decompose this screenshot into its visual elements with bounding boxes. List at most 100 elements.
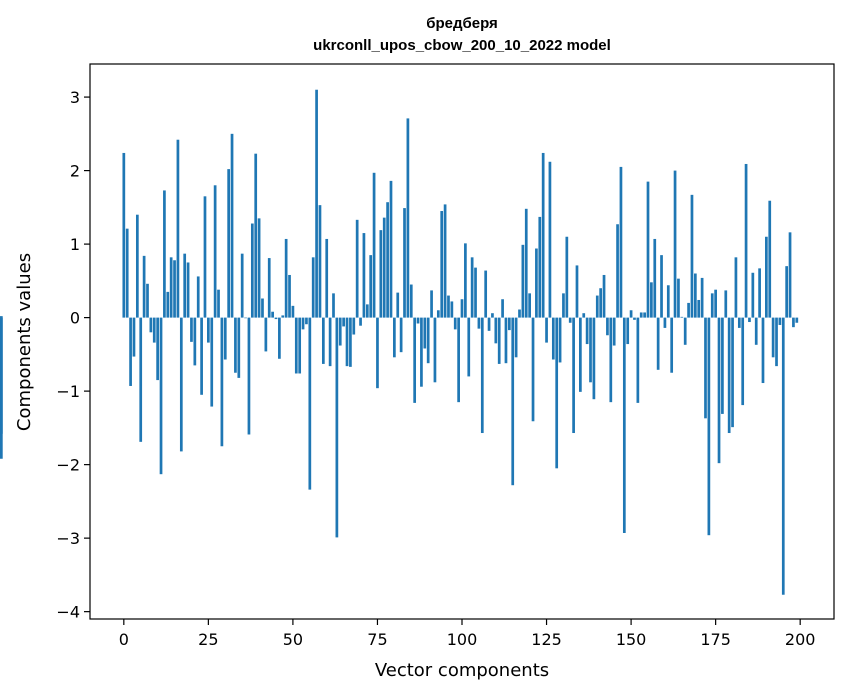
bar <box>440 211 444 318</box>
bar <box>122 152 126 318</box>
bar <box>575 265 579 318</box>
bar <box>531 317 535 422</box>
bar <box>159 317 163 475</box>
bar <box>146 283 149 318</box>
bar <box>372 172 376 318</box>
bar <box>538 216 542 318</box>
bar <box>639 312 643 318</box>
bar <box>521 244 525 318</box>
bar <box>741 317 745 406</box>
y-tick-label: −1 <box>56 382 80 401</box>
bar <box>589 317 592 383</box>
bar <box>765 236 768 318</box>
bar <box>352 317 356 335</box>
x-tick-label: 100 <box>447 630 478 649</box>
bar <box>673 170 677 318</box>
bar <box>142 255 146 318</box>
y-tick-label: 1 <box>70 235 80 254</box>
bar <box>602 274 606 318</box>
plot-frame <box>89 63 835 620</box>
bar <box>406 118 410 318</box>
bar <box>551 317 555 360</box>
bar <box>267 258 271 318</box>
bar <box>562 293 565 318</box>
bar <box>650 282 653 318</box>
bar <box>700 277 704 318</box>
bar <box>129 317 132 386</box>
bar <box>778 317 782 325</box>
bar <box>792 317 795 328</box>
bar <box>693 273 697 318</box>
bar <box>318 205 322 318</box>
bar <box>656 317 660 370</box>
bar <box>332 293 335 318</box>
bar <box>315 89 318 318</box>
bar <box>734 257 738 318</box>
bar <box>609 317 613 403</box>
bar <box>731 317 734 428</box>
x-tick-label: 0 <box>119 630 129 649</box>
bar <box>447 295 450 318</box>
bar <box>403 208 406 318</box>
bar <box>278 317 281 359</box>
y-tick-label: 2 <box>70 162 80 181</box>
bar <box>321 317 325 364</box>
bar <box>785 266 789 318</box>
bar <box>670 317 674 373</box>
bar <box>308 317 312 490</box>
bar <box>376 317 379 389</box>
bar <box>430 290 433 318</box>
bar <box>423 317 427 349</box>
bar <box>217 289 220 318</box>
bar <box>636 317 640 403</box>
bar <box>203 196 207 318</box>
bar <box>365 304 369 318</box>
bar <box>629 310 633 318</box>
bar <box>342 317 345 327</box>
bar <box>572 317 575 434</box>
bar <box>507 317 511 331</box>
bar <box>193 317 197 366</box>
bar <box>677 278 680 318</box>
bar <box>453 317 457 330</box>
bar <box>379 230 383 318</box>
chart-subtitle: ukrconll_upos_cbow_200_10_2022 model <box>313 37 611 54</box>
bar <box>535 248 538 318</box>
bar <box>754 317 758 345</box>
bar <box>389 180 393 318</box>
y-tick-label: 3 <box>70 88 80 107</box>
bar <box>761 317 765 384</box>
bar <box>247 317 251 435</box>
bar <box>599 288 603 318</box>
bar <box>0 317 3 434</box>
bar <box>335 317 339 538</box>
bar <box>149 317 153 333</box>
y-tick-label: 0 <box>70 309 80 328</box>
bar <box>349 317 352 367</box>
bar <box>680 316 684 318</box>
bar <box>558 317 562 363</box>
x-axis-label: Vector components <box>375 660 549 681</box>
bar <box>338 317 342 346</box>
bar <box>470 257 474 318</box>
bar <box>244 317 247 319</box>
bar <box>396 292 400 318</box>
bar <box>487 317 491 331</box>
bar <box>663 317 667 328</box>
bar <box>541 152 545 318</box>
bar <box>501 299 504 318</box>
bar <box>477 317 481 329</box>
bar <box>788 232 792 318</box>
bar <box>426 317 430 364</box>
bar <box>460 299 464 318</box>
bar <box>311 257 315 318</box>
bar <box>420 317 423 387</box>
bar <box>622 317 626 533</box>
bar <box>511 317 515 486</box>
bar <box>328 317 332 367</box>
x-tick-label: 150 <box>616 630 647 649</box>
bar <box>0 316 3 318</box>
bar <box>305 317 308 325</box>
bar <box>271 311 274 318</box>
